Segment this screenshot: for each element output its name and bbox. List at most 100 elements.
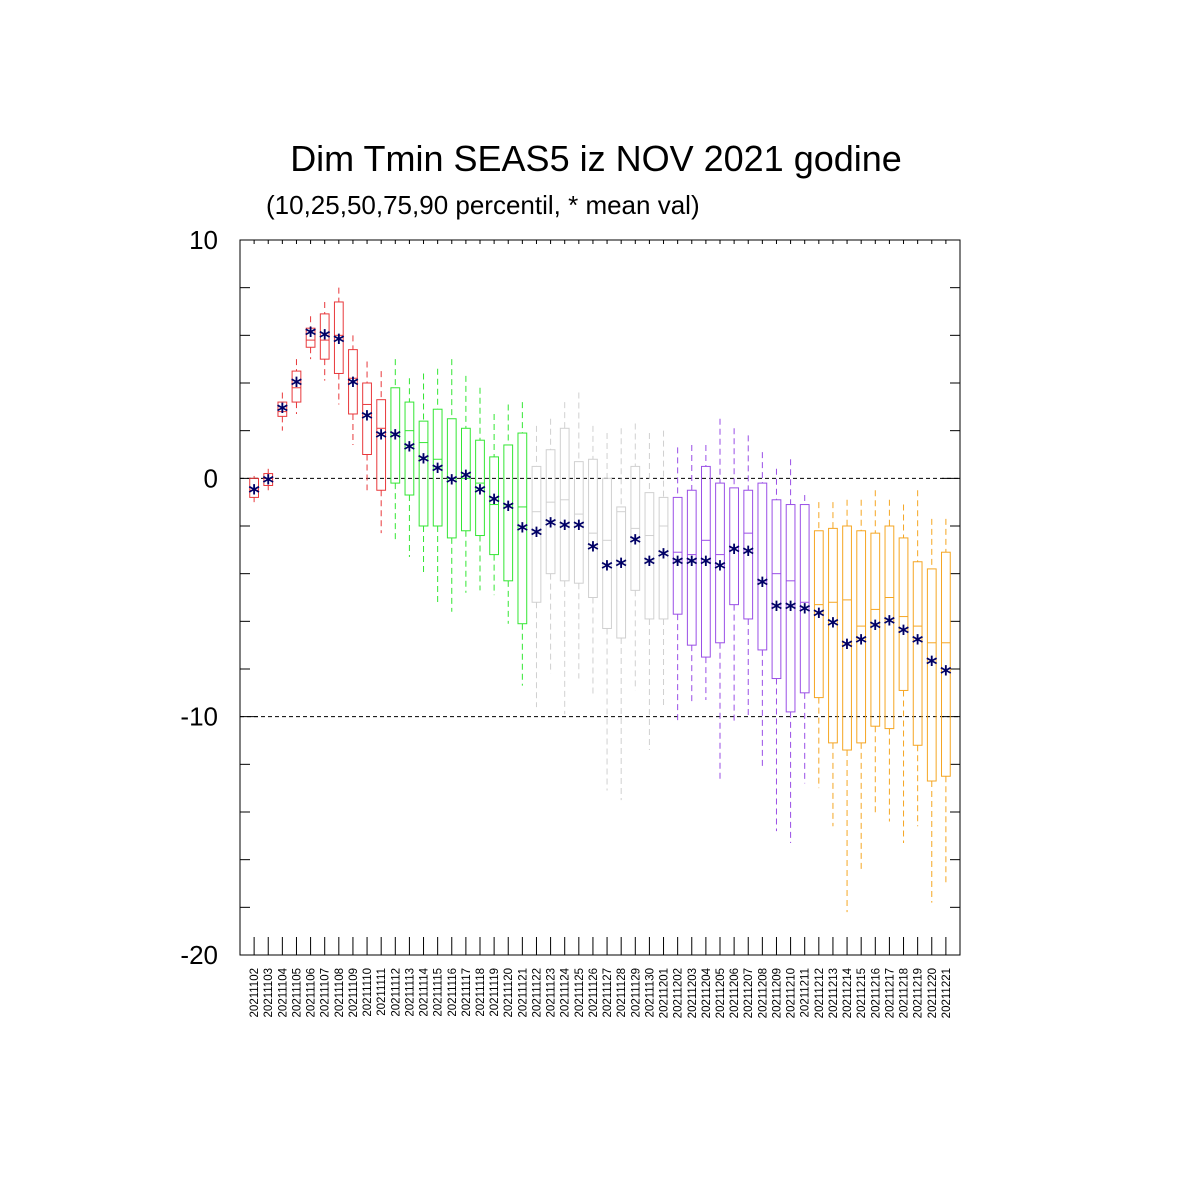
x-tick-label: 20211108 bbox=[334, 968, 346, 1017]
mean-marker: * bbox=[389, 426, 402, 451]
iqr-box bbox=[813, 530, 824, 699]
mean-marker: * bbox=[417, 450, 430, 475]
x-tick-label: 20211205 bbox=[715, 968, 727, 1018]
mean-marker: * bbox=[685, 553, 698, 578]
box-20211211 bbox=[799, 495, 810, 784]
mean-marker: * bbox=[445, 472, 458, 497]
box-20211127 bbox=[602, 433, 612, 791]
x-tick-label: 20211117 bbox=[461, 968, 473, 1017]
x-tick-label: 20211116 bbox=[447, 968, 459, 1017]
iqr-box bbox=[912, 561, 923, 746]
mean-marker: * bbox=[770, 598, 783, 623]
box-20211206 bbox=[729, 428, 739, 722]
iqr-box bbox=[489, 456, 499, 556]
iqr-box bbox=[602, 477, 612, 629]
iqr-box bbox=[531, 465, 542, 603]
x-tick-label: 20211215 bbox=[856, 968, 868, 1018]
iqr-box bbox=[545, 449, 556, 575]
mean-marker: * bbox=[826, 615, 839, 640]
iqr-box bbox=[376, 399, 387, 491]
box-20211126 bbox=[588, 425, 598, 696]
mean-marker: * bbox=[558, 517, 571, 542]
box-20211129 bbox=[630, 423, 641, 691]
plot-frame bbox=[239, 239, 961, 956]
box-20211202 bbox=[672, 447, 683, 722]
x-tick-label: 20211126 bbox=[588, 968, 600, 1017]
x-tick-label: 20211113 bbox=[404, 968, 416, 1017]
x-tick-label: 20211112 bbox=[390, 968, 402, 1017]
box-20211102 bbox=[249, 475, 259, 503]
box-20211219 bbox=[912, 490, 923, 827]
box-20211113 bbox=[404, 378, 415, 557]
box-20211123 bbox=[545, 418, 556, 674]
box-20211125 bbox=[573, 392, 584, 679]
x-tick-labels: 20211102 20211103 20211104 20211105 20211106… bbox=[249, 967, 953, 1018]
x-tick-label: 20211207 bbox=[743, 968, 755, 1018]
box-20211128 bbox=[616, 428, 627, 801]
mean-marker: * bbox=[586, 538, 599, 563]
box-20211218 bbox=[898, 504, 909, 843]
box-20211114 bbox=[418, 373, 429, 574]
box-20211105 bbox=[291, 359, 302, 414]
box-20211111 bbox=[376, 371, 387, 534]
box-20211109 bbox=[348, 335, 358, 445]
x-tick-label: 20211103 bbox=[263, 968, 275, 1017]
box-20211110 bbox=[362, 361, 372, 491]
box-20211214 bbox=[842, 499, 852, 913]
mean-marker: * bbox=[911, 631, 924, 656]
iqr-box bbox=[249, 477, 259, 498]
mean-marker: * bbox=[657, 546, 670, 571]
mean-marker: * bbox=[487, 491, 500, 516]
box-20211120 bbox=[503, 404, 514, 624]
x-tick-label: 20211102 bbox=[249, 968, 261, 1017]
mean-marker: * bbox=[346, 374, 359, 399]
iqr-box bbox=[644, 492, 655, 620]
x-tick-label: 20211210 bbox=[786, 968, 798, 1018]
mean-marker: * bbox=[572, 517, 585, 542]
mean-marker: * bbox=[473, 481, 486, 506]
box-20211207 bbox=[743, 435, 754, 717]
mean-marker: * bbox=[629, 531, 642, 556]
iqr-box bbox=[319, 313, 330, 360]
iqr-box bbox=[333, 301, 344, 374]
box-20211112 bbox=[390, 359, 401, 541]
iqr-box bbox=[672, 496, 683, 615]
mean-marker: * bbox=[883, 612, 896, 637]
box-20211103 bbox=[263, 468, 274, 491]
iqr-box bbox=[362, 382, 372, 455]
chart-title: Dim Tmin SEAS5 iz NOV 2021 godine bbox=[290, 138, 902, 179]
iqr-box bbox=[856, 530, 867, 744]
mean-marker: * bbox=[502, 498, 515, 523]
x-tick-label: 20211213 bbox=[828, 968, 840, 1018]
x-tick-label: 20211105 bbox=[291, 968, 303, 1017]
iqr-box bbox=[432, 408, 443, 527]
box-20211212 bbox=[813, 502, 824, 789]
iqr-box bbox=[517, 432, 528, 625]
x-tick-label: 20211216 bbox=[870, 968, 882, 1018]
box-20211108 bbox=[333, 287, 344, 405]
box-20211203 bbox=[686, 444, 697, 703]
mean-marker: * bbox=[756, 574, 769, 599]
iqr-box bbox=[573, 461, 584, 584]
y-tick-label: 0 bbox=[204, 463, 218, 493]
x-tick-label: 20211104 bbox=[277, 967, 289, 1017]
box-20211121 bbox=[517, 402, 528, 686]
x-tick-label: 20211121 bbox=[517, 968, 529, 1017]
x-tick-label: 20211220 bbox=[927, 968, 939, 1018]
x-tick-label: 20211206 bbox=[729, 968, 741, 1018]
box-20211204 bbox=[701, 444, 711, 700]
iqr-box bbox=[305, 327, 316, 348]
mean-marker: * bbox=[304, 324, 317, 349]
mean-marker: * bbox=[869, 617, 882, 642]
mean-marker: * bbox=[798, 600, 811, 625]
box-20211116 bbox=[446, 359, 457, 612]
x-tick-label: 20211209 bbox=[771, 968, 783, 1018]
iqr-box bbox=[348, 349, 358, 415]
boxes bbox=[249, 287, 951, 913]
box-20211119 bbox=[489, 413, 499, 596]
x-tick-label: 20211122 bbox=[531, 968, 543, 1017]
x-tick-label: 20211218 bbox=[899, 968, 911, 1018]
y-tick-label: -10 bbox=[180, 702, 218, 732]
x-tick-label: 20211130 bbox=[644, 968, 656, 1017]
x-tick-label: 20211114 bbox=[419, 967, 431, 1016]
